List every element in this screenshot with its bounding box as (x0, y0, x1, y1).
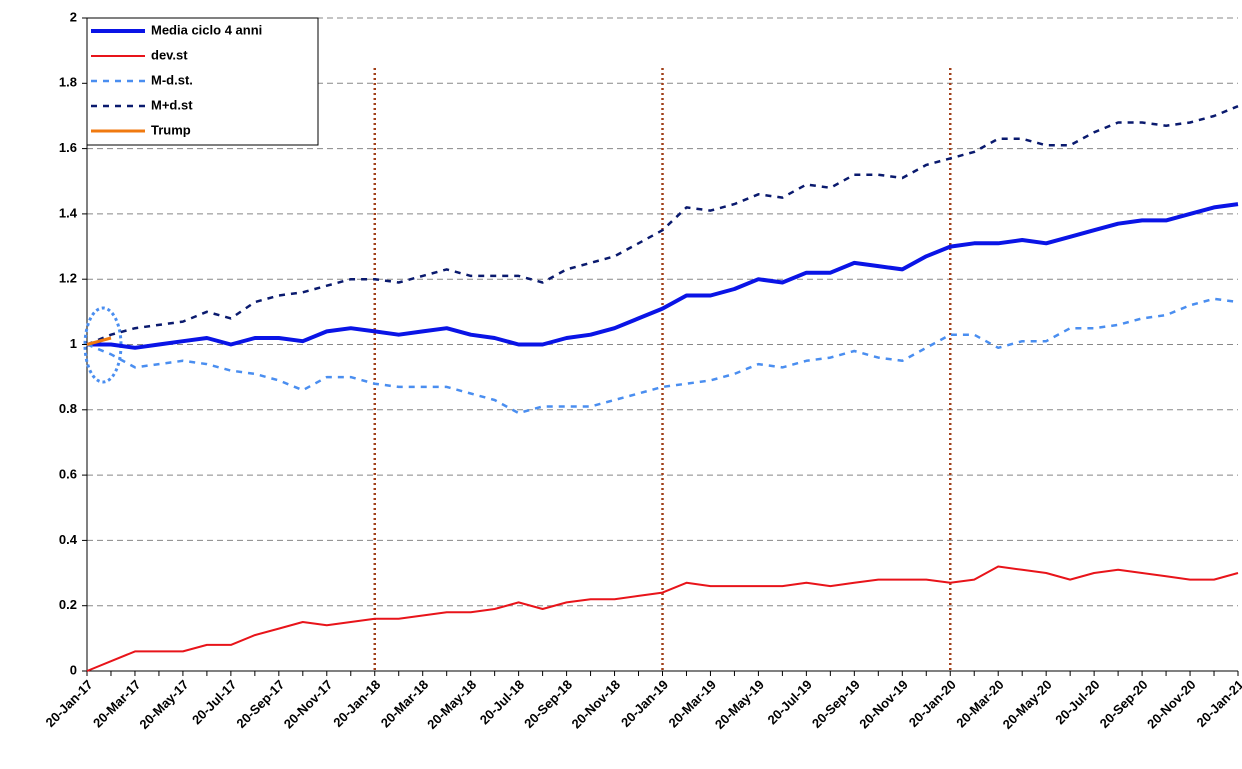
legend: Media ciclo 4 anni dev.st M-d.st. M+d.st Tru… (86, 17, 319, 146)
y-tick-label: 2 (70, 9, 77, 24)
y-tick-label: 0.8 (59, 401, 77, 416)
y-tick-label: 0.6 (59, 467, 77, 482)
x-tick-label: 20-Nov-18 (569, 677, 624, 732)
series-line (86, 565, 1239, 672)
x-tick-label: 20-May-20 (1000, 677, 1055, 732)
x-tick-label: 20-May-18 (424, 677, 479, 732)
x-tick-label: 20-Jan-17 (43, 677, 96, 730)
legend-label: Trump (151, 122, 191, 137)
overlay: Media ciclo 4 anni dev.st M-d.st. M+d.st Tru… (86, 17, 1239, 672)
x-tick-label: 20-Sep-18 (521, 677, 575, 731)
x-tick-label: 20-Nov-17 (281, 677, 336, 732)
x-tick-label: 20-Mar-18 (378, 677, 432, 731)
legend-label: dev.st (151, 47, 188, 62)
x-tick-label: 20-Jul-18 (477, 677, 527, 727)
legend-label: M+d.st (151, 97, 193, 112)
y-tick-label: 0.4 (59, 532, 78, 547)
legend-box (86, 17, 319, 146)
x-tick-label: 20-Nov-19 (856, 677, 911, 732)
x-tick-label: 20-May-17 (136, 677, 191, 732)
y-tick-label: 0.2 (59, 597, 77, 612)
series-line (86, 336, 112, 346)
x-tick-label: 20-Mar-17 (90, 677, 144, 731)
legend-label: Media ciclo 4 anni (151, 22, 262, 37)
y-tick-label: 0 (70, 662, 77, 677)
x-tick-label: 20-Jul-19 (764, 677, 814, 727)
y-tick-label: 1.2 (59, 271, 77, 286)
x-tick-label: 20-Jan-20 (906, 677, 959, 730)
x-tick-label: 20-Jan-21 (1194, 677, 1242, 730)
x-tick-label: 20-Sep-19 (809, 677, 863, 731)
y-tick-label: 1.6 (59, 140, 77, 155)
x-tick-label: 20-Mar-20 (953, 677, 1007, 731)
series-line (87, 202, 1239, 350)
x-tick-label: 20-Sep-20 (1097, 677, 1151, 731)
x-tick-label: 20-Sep-17 (233, 677, 287, 731)
series-line (86, 297, 1239, 415)
x-tick-label: 20-May-19 (712, 677, 767, 732)
x-tick-label: 20-Jan-18 (330, 677, 383, 730)
y-tick-label: 1 (70, 336, 77, 351)
legend-label: M-d.st. (151, 72, 193, 87)
x-tick-label: 20-Nov-20 (1144, 677, 1199, 732)
x-tick-label: 20-Mar-19 (665, 677, 719, 731)
series-line (86, 105, 1239, 346)
y-tick-label: 1.8 (59, 75, 77, 90)
x-tick-label: 20-Jan-19 (618, 677, 671, 730)
x-tick-label: 20-Jul-20 (1052, 677, 1102, 727)
y-tick-label: 1.4 (59, 205, 78, 220)
x-tick-label: 20-Jul-17 (189, 677, 239, 727)
